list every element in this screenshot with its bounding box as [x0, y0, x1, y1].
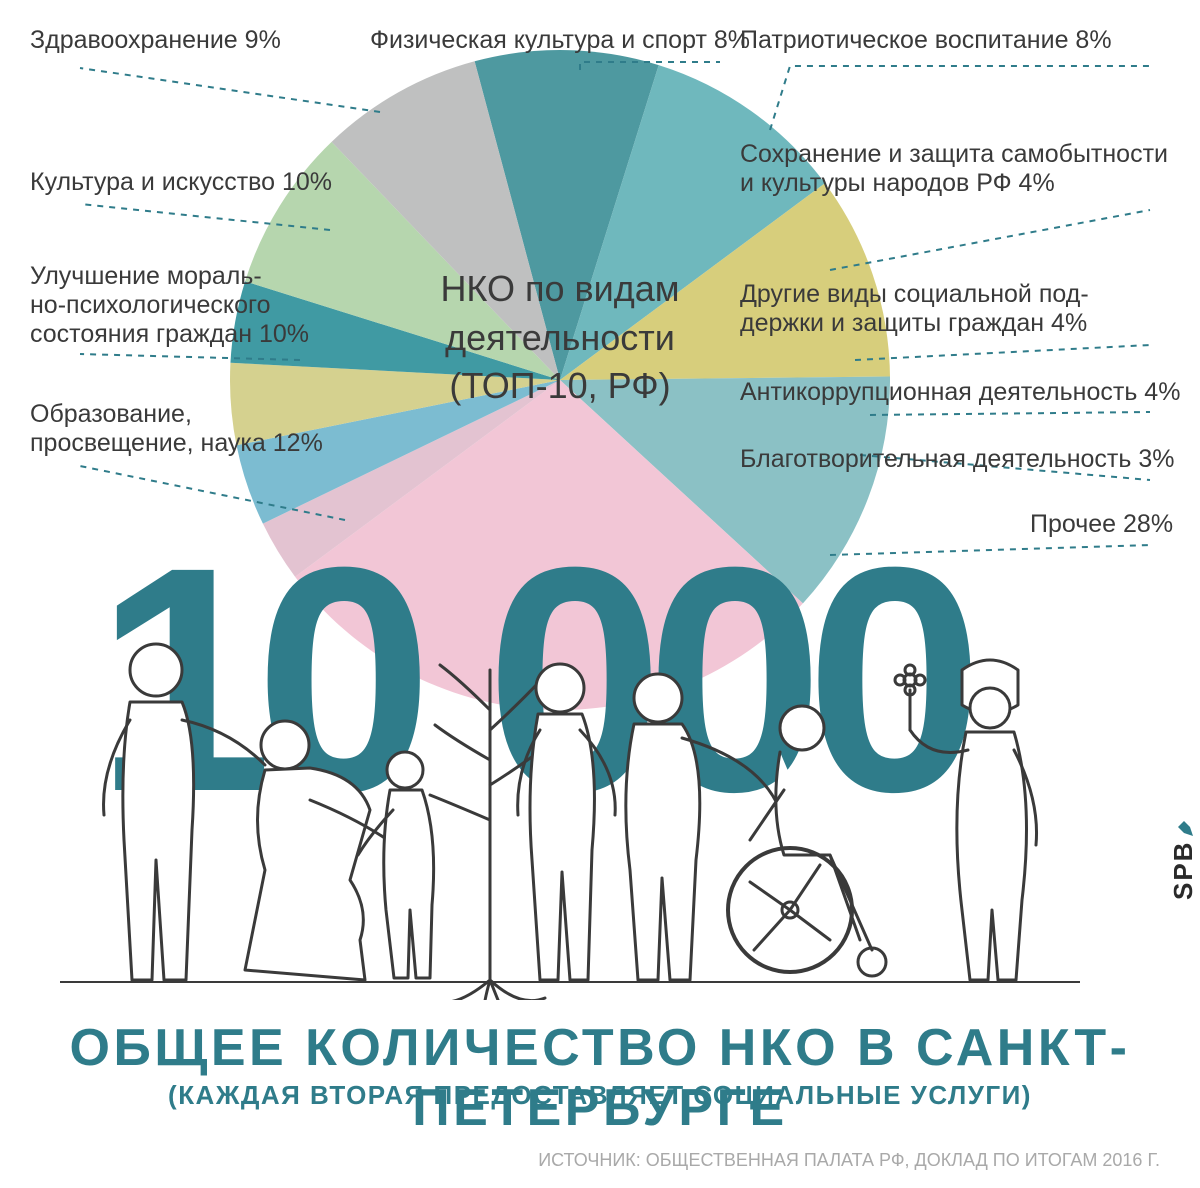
label-social-support: Другие виды социальной под- держки и защ… — [740, 280, 1200, 338]
people-svg — [60, 610, 1080, 1000]
leader-line — [870, 412, 1150, 415]
label-charity: Благотворительная деятельность 3% — [740, 445, 1190, 474]
label-education: Образование, просвещение, наука 12% — [30, 400, 370, 458]
person-man-standing-icon — [104, 644, 265, 980]
leader-line — [80, 68, 380, 112]
label-culture: Культура и искусство 10% — [30, 168, 370, 197]
source-line: ИСТОЧНИК: ОБЩЕСТВЕННАЯ ПАЛАТА РФ, ДОКЛАД… — [538, 1150, 1160, 1171]
person-wheelchair-icon — [728, 706, 886, 976]
label-psych: Улучшение мораль- но-психологического со… — [30, 262, 350, 348]
pen-icon — [1174, 817, 1196, 839]
label-sport: Физическая культура и спорт 8% — [370, 26, 770, 55]
leader-line — [855, 345, 1150, 360]
chart-title: НКО по видам деятельности (ТОП-10, РФ) — [390, 265, 730, 411]
brand-logo: SPB NEVNIK.RU — [1168, 739, 1200, 900]
person-woman-1-icon — [518, 664, 616, 980]
person-girl-flower-icon — [895, 660, 1037, 980]
label-anticorruption: Антикоррупционная деятельность 4% — [740, 378, 1200, 407]
label-patriotic: Патриотическое воспитание 8% — [740, 26, 1200, 55]
flower-icon — [895, 665, 925, 730]
label-health: Здравоохранение 9% — [30, 26, 370, 55]
person-child-icon — [358, 752, 434, 978]
people-illustration — [60, 610, 1080, 1000]
person-woman-2-icon — [626, 674, 780, 980]
person-kneeling-icon — [245, 721, 395, 980]
headline: ОБЩЕЕ КОЛИЧЕСТВО НКО В САНКТ-ПЕТЕРБУРГЕ — [0, 1018, 1200, 1138]
subhead: (КАЖДАЯ ВТОРАЯ ПРЕДОСТАВЛЯЕТ СОЦИАЛЬНЫЕ … — [0, 1080, 1200, 1111]
label-other: Прочее 28% — [1030, 510, 1200, 539]
leader-line — [770, 66, 1150, 130]
label-heritage: Сохранение и защита самобытности и культ… — [740, 140, 1200, 198]
leader-line — [830, 210, 1150, 270]
